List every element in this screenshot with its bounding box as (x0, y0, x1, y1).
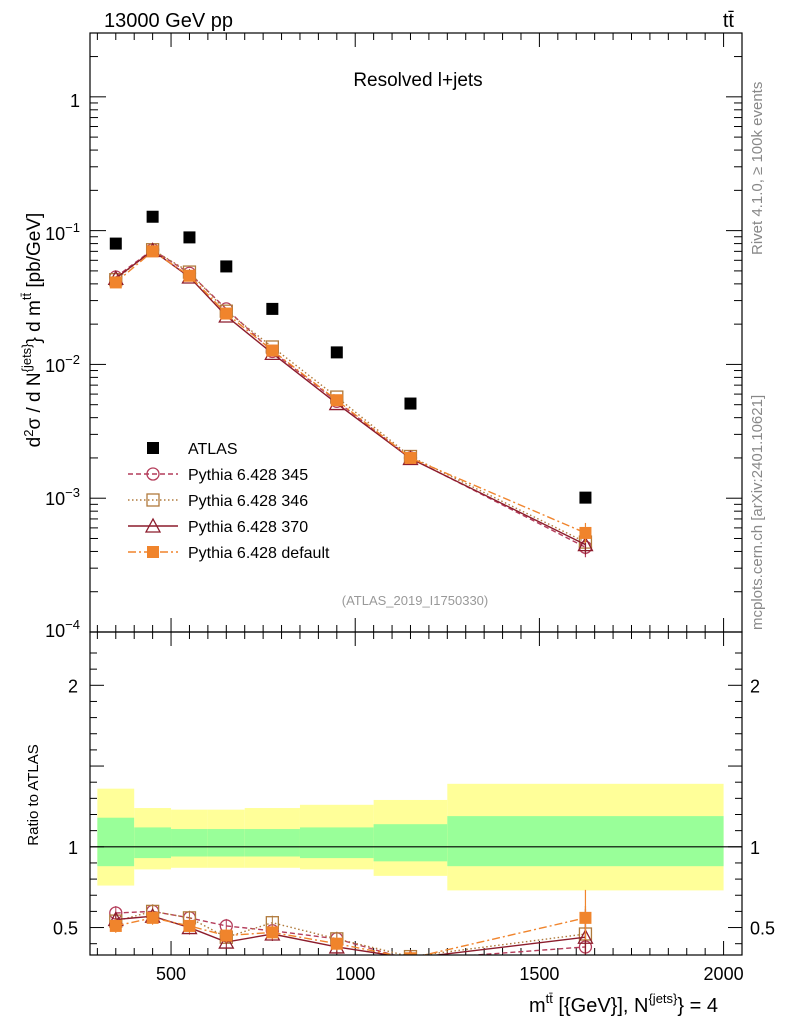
main-plot-panel: Resolved l+jets (ATLAS_2019_I1750330) 1 … (19, 32, 743, 641)
y-tick-label: 10−1 (45, 220, 80, 244)
legend-item: Pythia 6.428 346 (128, 493, 308, 510)
series-line (115, 248, 586, 543)
legend: ATLAS Pythia 6.428 345 Pythia 6.428 346 Pyt… (128, 441, 330, 562)
ratio-y-tick-label: 1 (750, 838, 760, 858)
data-point (146, 911, 159, 924)
data-point (330, 394, 343, 407)
series-atlas (109, 210, 592, 504)
legend-label: ATLAS (188, 441, 238, 458)
legend-label: Pythia 6.428 345 (188, 467, 308, 484)
data-point (266, 344, 279, 357)
y-tick-label: 10−4 (45, 617, 80, 641)
series-pythia-6-428-default (109, 245, 592, 543)
inner-band (97, 817, 135, 867)
main-plot-frame (89, 32, 743, 633)
data-point (147, 546, 159, 558)
data-point (109, 276, 122, 289)
data-point (579, 491, 592, 504)
collision-label: 13000 GeV pp (104, 10, 233, 32)
data-point (146, 493, 160, 507)
data-point (109, 919, 122, 932)
ratio-series-pythia-6-428-default (109, 889, 592, 955)
y-axis-label: d2σ / d N{jets}} d mtt̄ [pb/GeV] (19, 213, 45, 448)
x-tick-label: 1000 (335, 964, 375, 984)
series-pythia-6-428-346 (109, 243, 593, 553)
legend-item: ATLAS (147, 441, 238, 458)
ratio-plot-ticks: 500 1000 1500 2000 0.5 0.5 1 1 2 2 (53, 632, 775, 984)
data-point (183, 919, 196, 932)
ratio-series-pythia-6-428-370 (107, 907, 594, 955)
data-point (146, 467, 160, 481)
data-point (330, 346, 343, 359)
legend-label: Pythia 6.428 default (188, 545, 330, 562)
legend-item: Pythia 6.428 345 (128, 467, 308, 484)
data-point (577, 536, 594, 552)
inner-band (171, 829, 208, 857)
inner-band (134, 827, 172, 859)
y-tick-label: 10−2 (45, 352, 80, 376)
rivet-version-label: Rivet 4.1.0, ≥ 100k events (749, 82, 766, 255)
data-point (579, 526, 592, 539)
data-point (330, 937, 343, 950)
data-point (144, 517, 162, 533)
series-line (115, 249, 586, 546)
y-tick-label: 10−3 (45, 485, 80, 509)
data-point (109, 237, 122, 250)
data-point (404, 451, 417, 464)
data-point (220, 307, 233, 320)
series-line (115, 250, 586, 534)
data-point (404, 952, 417, 955)
ratio-y-axis-label: Ratio to ATLAS (25, 744, 42, 845)
ratio-plot-frame (89, 631, 743, 956)
data-point (220, 260, 233, 273)
process-label: tt̄ (723, 10, 735, 32)
main-plot-ticks (90, 32, 743, 633)
data-point (266, 926, 279, 939)
series-line (115, 917, 586, 955)
ratio-y-tick-label: 2 (750, 676, 760, 696)
plot-title: Resolved l+jets (353, 70, 482, 91)
data-point (405, 953, 416, 955)
analysis-tag: (ATLAS_2019_I1750330) (342, 593, 488, 608)
data-point (146, 245, 159, 258)
inner-band (447, 816, 724, 867)
ratio-y-tick-label: 0.5 (53, 919, 78, 939)
inner-band (244, 829, 300, 857)
inner-band (373, 824, 448, 862)
data-point (146, 210, 159, 223)
data-point (266, 302, 279, 315)
ratio-series-pythia-6-428-345 (109, 904, 593, 955)
ratio-y-tick-label: 1 (68, 838, 78, 858)
x-tick-label: 2000 (704, 964, 744, 984)
series-line (115, 915, 586, 955)
ratio-plot-panel: 500 1000 1500 2000 0.5 0.5 1 1 2 2 Ratio to ATLAS… (25, 631, 775, 1017)
inner-band (299, 827, 374, 859)
data-point (404, 397, 417, 410)
y-tick-label: 1 (70, 91, 80, 111)
data-point (183, 269, 196, 282)
series-pythia-6-428-370 (107, 242, 594, 555)
data-point (183, 231, 196, 244)
ratio-y-tick-label: 2 (68, 676, 78, 696)
inner-band (207, 829, 245, 857)
x-tick-label: 1500 (519, 964, 559, 984)
legend-item: Pythia 6.428 370 (128, 517, 308, 536)
x-tick-label: 500 (156, 964, 186, 984)
legend-label: Pythia 6.428 370 (188, 519, 308, 536)
uncertainty-bands (90, 783, 742, 891)
legend-item: Pythia 6.428 default (128, 545, 330, 562)
mcplots-label: mcplots.cern.ch [arXiv:2401.10621] (749, 395, 766, 630)
data-point (147, 442, 159, 454)
legend-label: Pythia 6.428 346 (188, 493, 308, 510)
x-axis-label: mtt̄ [{GeV}], N{jets}} = 4 (529, 991, 718, 1017)
series-line (115, 910, 586, 955)
data-point (220, 929, 233, 942)
ratio-y-tick-label: 0.5 (750, 919, 775, 939)
